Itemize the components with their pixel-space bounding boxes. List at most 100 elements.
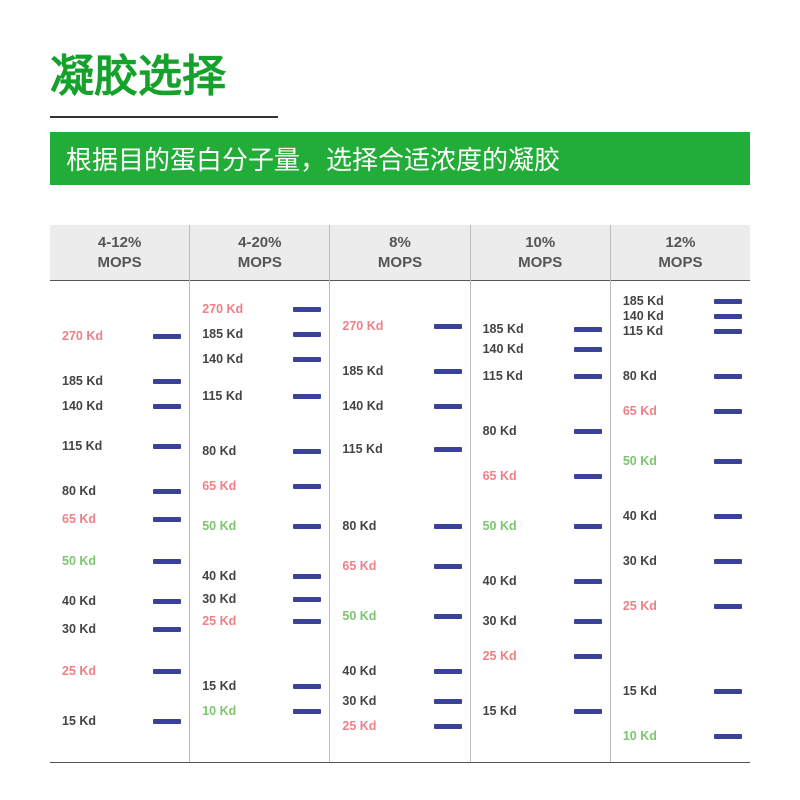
band-mark (714, 514, 742, 519)
band-label: 40 Kd (342, 664, 433, 678)
band: 40 Kd (342, 664, 461, 678)
band-mark (293, 449, 321, 454)
band-mark (574, 709, 602, 714)
band-label: 50 Kd (342, 609, 433, 623)
column-header: 4-12%MOPS (50, 225, 189, 281)
band-mark (714, 409, 742, 414)
column-header: 4-20%MOPS (190, 225, 329, 281)
band-label: 115 Kd (342, 442, 433, 456)
band-label: 15 Kd (623, 684, 714, 698)
band: 270 Kd (202, 302, 321, 316)
band-mark (153, 559, 181, 564)
band: 15 Kd (623, 684, 742, 698)
band-mark (153, 404, 181, 409)
band-label: 50 Kd (483, 519, 574, 533)
band-label: 115 Kd (623, 324, 714, 338)
band: 30 Kd (202, 592, 321, 606)
band-mark (293, 619, 321, 624)
band-label: 115 Kd (202, 389, 293, 403)
band-mark (153, 334, 181, 339)
band: 50 Kd (202, 519, 321, 533)
band-mark (574, 347, 602, 352)
band-label: 185 Kd (483, 322, 574, 336)
band: 30 Kd (342, 694, 461, 708)
band-label: 270 Kd (202, 302, 293, 316)
band-mark (153, 669, 181, 674)
band: 50 Kd (62, 554, 181, 568)
band-mark (714, 329, 742, 334)
band-label: 185 Kd (623, 294, 714, 308)
band: 15 Kd (483, 704, 602, 718)
band-label: 270 Kd (62, 329, 153, 343)
band-label: 65 Kd (342, 559, 433, 573)
band: 80 Kd (623, 369, 742, 383)
band-label: 50 Kd (62, 554, 153, 568)
band-mark (153, 489, 181, 494)
band-label: 80 Kd (202, 444, 293, 458)
band-mark (714, 374, 742, 379)
band-mark (714, 559, 742, 564)
band-mark (434, 447, 462, 452)
band-mark (153, 719, 181, 724)
band-label: 270 Kd (342, 319, 433, 333)
band-label: 40 Kd (483, 574, 574, 588)
band-label: 30 Kd (202, 592, 293, 606)
gel-lane: 185 Kd140 Kd115 Kd 80 Kd 65 Kd 50 Kd 40 Kd 30… (611, 281, 750, 763)
band: 50 Kd (623, 454, 742, 468)
band: 10 Kd (623, 729, 742, 743)
band-mark (434, 724, 462, 729)
band: 25 Kd (483, 649, 602, 663)
gel-column: 4-12%MOPS270 Kd185 Kd140 Kd115 Kd80 Kd65… (50, 225, 190, 762)
band-label: 140 Kd (202, 352, 293, 366)
band: 185 Kd (623, 294, 742, 308)
band: 40 Kd (483, 574, 602, 588)
band-mark (293, 709, 321, 714)
band: 30 Kd (623, 554, 742, 568)
band-label: 140 Kd (483, 342, 574, 356)
band: 80 Kd (483, 424, 602, 438)
band-mark (714, 314, 742, 319)
column-header: 10%MOPS (471, 225, 610, 281)
band-mark (293, 574, 321, 579)
gel-chart: 4-12%MOPS270 Kd185 Kd140 Kd115 Kd80 Kd65… (50, 225, 750, 763)
gel-column: 12%MOPS185 Kd140 Kd115 Kd80 Kd65 Kd50 Kd… (611, 225, 750, 762)
band-mark (574, 524, 602, 529)
band-mark (293, 307, 321, 312)
band-label: 80 Kd (483, 424, 574, 438)
band-label: 140 Kd (623, 309, 714, 323)
band: 115 Kd (62, 439, 181, 453)
band-mark (574, 579, 602, 584)
band-mark (153, 517, 181, 522)
band-mark (153, 599, 181, 604)
band: 65 Kd (62, 512, 181, 526)
band: 185 Kd (62, 374, 181, 388)
band: 65 Kd (483, 469, 602, 483)
band: 140 Kd (62, 399, 181, 413)
band: 65 Kd (623, 404, 742, 418)
band: 185 Kd (483, 322, 602, 336)
band-label: 185 Kd (342, 364, 433, 378)
band: 40 Kd (202, 569, 321, 583)
band-mark (574, 327, 602, 332)
band: 40 Kd (62, 594, 181, 608)
band: 185 Kd (202, 327, 321, 341)
band: 15 Kd (62, 714, 181, 728)
band-label: 50 Kd (202, 519, 293, 533)
band-label: 30 Kd (483, 614, 574, 628)
band-label: 30 Kd (62, 622, 153, 636)
band-label: 10 Kd (202, 704, 293, 718)
band: 50 Kd (342, 609, 461, 623)
band-mark (293, 394, 321, 399)
band-mark (714, 459, 742, 464)
band-label: 15 Kd (483, 704, 574, 718)
band-label: 40 Kd (623, 509, 714, 523)
band-label: 140 Kd (342, 399, 433, 413)
band-label: 10 Kd (623, 729, 714, 743)
band-mark (434, 564, 462, 569)
band: 140 Kd (342, 399, 461, 413)
band-mark (153, 627, 181, 632)
band-label: 25 Kd (202, 614, 293, 628)
gel-lane: 185 Kd 140 Kd 115 Kd 80 Kd 65 Kd 50 Kd 40 Kd 30… (471, 281, 610, 763)
gel-column: 4-20%MOPS270 Kd185 Kd140 Kd115 Kd80 Kd65… (190, 225, 330, 762)
band: 115 Kd (483, 369, 602, 383)
